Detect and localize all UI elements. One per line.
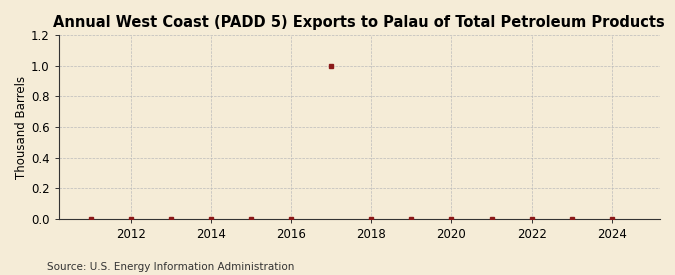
Y-axis label: Thousand Barrels: Thousand Barrels bbox=[15, 75, 28, 178]
Title: Annual West Coast (PADD 5) Exports to Palau of Total Petroleum Products: Annual West Coast (PADD 5) Exports to Pa… bbox=[53, 15, 665, 30]
Text: Source: U.S. Energy Information Administration: Source: U.S. Energy Information Administ… bbox=[47, 262, 294, 272]
